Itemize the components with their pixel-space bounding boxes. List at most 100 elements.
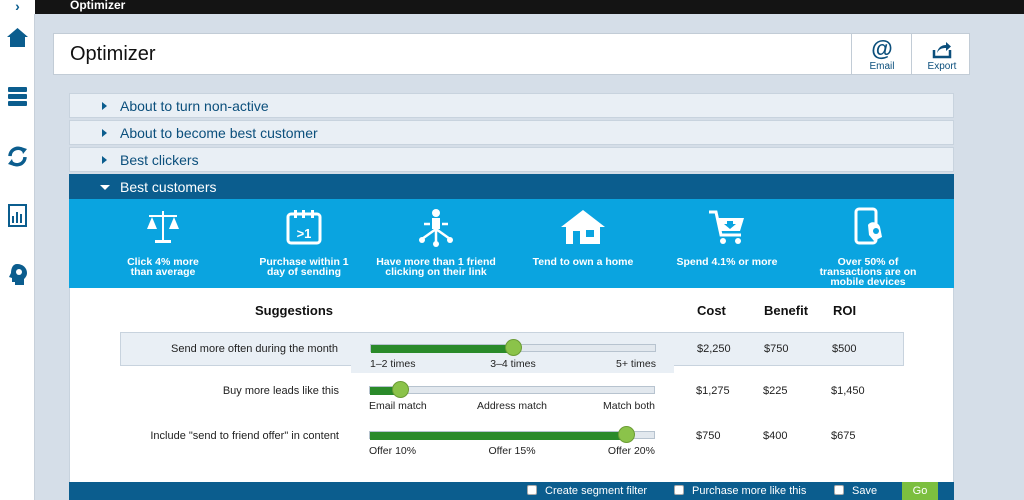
rail-toggle-button[interactable]: › [0, 0, 35, 14]
feature-item: Spend 4.1% or more [662, 207, 792, 267]
profile-icon[interactable] [5, 262, 30, 287]
frequency-slider[interactable]: 1–2 times 3–4 times 5+ times [370, 339, 656, 378]
suggestion-text: Send more often during the month [171, 343, 338, 355]
accordion-item-become-best[interactable]: About to become best customer [69, 120, 954, 145]
export-label: Export [927, 61, 957, 72]
home-icon[interactable] [5, 25, 30, 50]
cost-value: $1,275 [696, 385, 730, 397]
left-rail: › [0, 0, 35, 500]
caret-right-icon [102, 102, 107, 110]
slider-tick-label: 5+ times [616, 358, 656, 370]
action-bar: Create segment filter Purchase more like… [69, 482, 954, 500]
checkbox-box[interactable] [527, 485, 537, 495]
slider-tick-label: 3–4 times [490, 358, 536, 370]
caret-right-icon [102, 129, 107, 137]
network-person-icon [419, 209, 453, 247]
table-row: Send more often during the month 1–2 tim… [120, 332, 904, 373]
checkbox-label: Save [852, 485, 878, 497]
benefit-header: Benefit [764, 303, 809, 318]
feature-line: Tend to own a home [532, 256, 634, 268]
top-bar: Optimizer [0, 0, 1024, 14]
purchase-more-checkbox[interactable]: Purchase more like this [674, 485, 806, 497]
feature-line: mobile devices [830, 276, 906, 288]
slider-label-background [351, 355, 674, 373]
mobile-icon [854, 207, 882, 245]
slider-fill [370, 387, 402, 395]
feature-line: Purchase within 1 [259, 256, 349, 268]
feature-item: Over 50% of transactions are on mobile dev… [803, 207, 933, 287]
checkbox-box[interactable] [674, 485, 684, 495]
slider-tick-label: Offer 15% [488, 445, 536, 457]
server-icon[interactable] [5, 84, 30, 109]
slider-fill [371, 345, 514, 353]
accordion-label: About to turn non-active [120, 98, 269, 114]
feature-line: Click 4% more [127, 256, 199, 268]
feature-item: >1 Purchase within 1 day of sending [239, 207, 369, 277]
offer-slider[interactable]: Offer 10% Offer 15% Offer 20% [369, 426, 655, 465]
calendar-icon: >1 [286, 210, 322, 245]
feature-item: Have more than 1 friend clicking on their… [371, 207, 501, 277]
accordion-item-non-active[interactable]: About to turn non-active [69, 93, 954, 118]
cart-icon [709, 210, 744, 244]
house-icon [561, 210, 605, 244]
benefit-value: $225 [763, 385, 788, 397]
slider-tick-label: Offer 20% [607, 445, 655, 457]
slider-knob[interactable] [505, 339, 522, 356]
page-header: Optimizer @ Email Export [53, 33, 970, 75]
suggestions-table: Suggestions Cost Benefit ROI Send more o… [69, 288, 954, 483]
feature-line: clicking on their link [385, 266, 487, 278]
feature-line: Over 50% of [837, 256, 899, 268]
accordion-label: Best clickers [120, 152, 199, 168]
feature-line: than average [130, 266, 196, 278]
go-button[interactable]: Go [902, 482, 938, 500]
benefit-value: $750 [764, 343, 789, 355]
accordion-label: About to become best customer [120, 125, 318, 141]
svg-text:@: @ [871, 37, 892, 61]
checkbox-label: Purchase more like this [692, 485, 807, 497]
feature-line: Have more than 1 friend [376, 256, 496, 268]
save-checkbox[interactable]: Save [834, 485, 877, 497]
email-button[interactable]: @ Email [851, 34, 911, 75]
page-title: Optimizer [70, 43, 156, 65]
cost-value: $2,250 [697, 343, 731, 355]
caret-right-icon [102, 156, 107, 164]
suggestions-header: Suggestions [255, 303, 334, 318]
checkbox-label: Create segment filter [545, 485, 648, 497]
slider-tick-label: 1–2 times [370, 358, 416, 370]
create-segment-checkbox[interactable]: Create segment filter [527, 485, 647, 497]
leads-slider[interactable]: Email match Address match Match both [369, 381, 655, 420]
slider-track [369, 431, 655, 440]
feature-line: day of sending [266, 266, 342, 278]
accordion-label: Best customers [120, 179, 217, 195]
cost-value: $750 [696, 430, 721, 442]
export-icon [932, 42, 952, 59]
at-icon: @ [871, 37, 892, 61]
suggestion-text: Include "send to friend offer" in conten… [150, 430, 339, 442]
slider-track [369, 386, 655, 395]
feature-line: transactions are on [819, 266, 917, 278]
app-title: Optimizer [70, 0, 126, 12]
caret-down-icon [100, 185, 110, 190]
scales-icon [147, 211, 179, 243]
export-button[interactable]: Export [911, 34, 971, 75]
slider-fill [370, 432, 628, 440]
refresh-icon[interactable] [5, 144, 30, 169]
benefit-value: $400 [763, 430, 788, 442]
accordion-item-best-clickers[interactable]: Best clickers [69, 147, 954, 172]
slider-tick-label: Offer 10% [369, 445, 417, 457]
cost-header: Cost [697, 303, 726, 318]
suggestion-text: Buy more leads like this [222, 385, 339, 397]
svg-text:>1: >1 [297, 226, 312, 241]
report-icon[interactable] [5, 203, 30, 228]
accordion-item-best-customers[interactable]: Best customers [69, 174, 954, 199]
roi-value: $675 [831, 430, 856, 442]
slider-tick-label: Match both [603, 400, 655, 412]
slider-knob[interactable] [618, 426, 636, 443]
roi-header: ROI [833, 303, 857, 318]
slider-knob[interactable] [392, 381, 410, 398]
email-label: Email [869, 61, 895, 72]
slider-tick-label: Email match [369, 400, 427, 412]
checkbox-box[interactable] [834, 485, 844, 495]
table-row: Buy more leads like this Email match Add… [120, 375, 904, 412]
roi-value: $1,450 [831, 385, 865, 397]
